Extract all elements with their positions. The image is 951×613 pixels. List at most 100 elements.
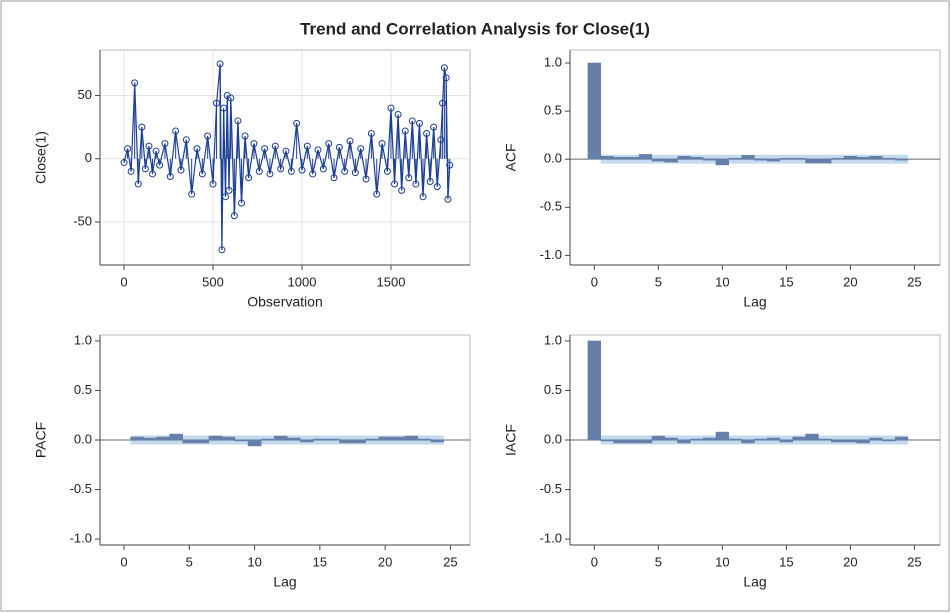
bar <box>818 158 832 164</box>
point <box>138 123 146 131</box>
x-tick-label: 500 <box>202 274 224 289</box>
bar <box>882 157 896 160</box>
bar <box>260 438 275 441</box>
point <box>293 119 301 127</box>
bar <box>792 157 806 160</box>
point <box>391 180 399 188</box>
bar <box>587 340 601 441</box>
bar <box>779 157 794 160</box>
bar <box>313 438 327 441</box>
point <box>193 145 201 153</box>
series-line <box>123 63 451 250</box>
bar <box>626 157 640 160</box>
x-tick-label: 1000 <box>288 274 317 289</box>
y-tick-label: 1.0 <box>74 332 92 347</box>
point <box>141 165 149 173</box>
x-tick-label: 25 <box>907 274 921 289</box>
point <box>430 123 438 131</box>
bar <box>417 438 432 441</box>
bar <box>805 433 819 441</box>
point <box>204 132 212 140</box>
y-tick-label: 1.0 <box>544 332 562 347</box>
point <box>277 165 285 173</box>
bar <box>741 155 755 160</box>
bar <box>430 439 445 443</box>
bar <box>169 433 184 441</box>
bar <box>677 439 691 444</box>
point <box>188 190 196 198</box>
bar <box>600 439 614 442</box>
bar <box>339 439 353 444</box>
bar <box>130 436 144 441</box>
y-tick-label: -1.0 <box>540 530 562 545</box>
x-tick-label: 15 <box>779 554 793 569</box>
point <box>131 79 139 87</box>
x-tick-label: 25 <box>907 554 921 569</box>
bar <box>690 157 704 160</box>
point <box>261 145 269 153</box>
bar <box>600 156 614 160</box>
bar <box>754 158 768 161</box>
y-axis-label: Close(1) <box>33 131 49 184</box>
point <box>401 127 409 135</box>
bar <box>677 156 691 160</box>
y-tick-label: 0.5 <box>544 103 562 118</box>
bar <box>208 435 223 441</box>
point <box>182 136 190 144</box>
point <box>220 104 228 112</box>
y-axis-label: ACF <box>503 144 519 172</box>
point <box>237 199 245 207</box>
bar <box>404 435 419 441</box>
point <box>408 117 416 125</box>
x-axis-label: Lag <box>743 294 766 310</box>
point <box>156 161 164 169</box>
bar <box>690 438 704 441</box>
point <box>419 193 427 201</box>
point <box>145 142 153 150</box>
point <box>383 167 391 175</box>
point <box>216 60 224 68</box>
bar <box>613 439 627 444</box>
point <box>378 140 386 148</box>
point <box>357 145 365 153</box>
x-tick-label: 10 <box>247 554 261 569</box>
point <box>127 167 135 175</box>
point <box>250 140 258 148</box>
point <box>241 132 249 140</box>
bar <box>143 437 157 441</box>
bar <box>664 437 678 441</box>
bar <box>856 157 870 160</box>
y-tick-label: -50 <box>73 213 92 228</box>
y-tick-label: 0.0 <box>544 431 562 446</box>
x-axis-label: Lag <box>273 574 296 590</box>
point <box>230 212 238 220</box>
bar <box>728 157 742 160</box>
x-tick-label: 20 <box>378 554 392 569</box>
point <box>387 104 395 112</box>
bar <box>779 439 794 443</box>
point <box>149 170 157 178</box>
bar <box>182 439 197 444</box>
x-tick-label: 5 <box>655 554 662 569</box>
y-tick-label: 50 <box>78 87 92 102</box>
bar <box>638 439 653 444</box>
bar <box>702 437 717 441</box>
bar <box>805 158 819 164</box>
point <box>303 142 311 150</box>
point <box>266 170 274 178</box>
point <box>314 146 322 154</box>
bar <box>587 62 601 160</box>
bar <box>651 158 665 162</box>
x-tick-label: 0 <box>120 274 127 289</box>
point <box>309 170 317 178</box>
y-tick-label: 0.0 <box>544 151 562 166</box>
bar <box>856 439 870 444</box>
point <box>437 136 445 144</box>
y-tick-label: 0.5 <box>74 382 92 397</box>
bar <box>766 437 781 441</box>
point <box>218 246 226 254</box>
y-tick-label: -1.0 <box>540 247 562 262</box>
x-tick-label: 5 <box>186 554 193 569</box>
y-tick-label: -0.5 <box>70 481 92 496</box>
point <box>442 74 450 82</box>
